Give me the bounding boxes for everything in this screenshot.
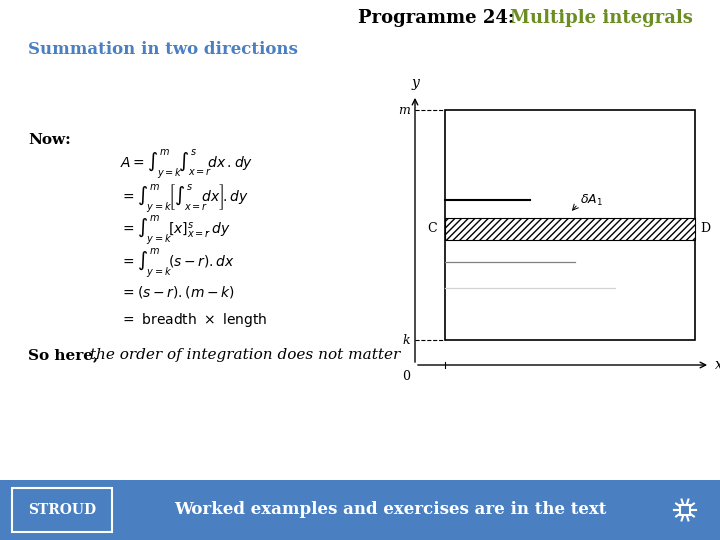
Bar — [445, 218, 695, 240]
Text: m: m — [398, 104, 410, 117]
Text: D: D — [700, 222, 710, 235]
Text: y: y — [411, 76, 419, 90]
Text: Worked examples and exercises are in the text: Worked examples and exercises are in the… — [174, 502, 606, 518]
Bar — [680, 505, 690, 515]
Text: $\delta A_1$: $\delta A_1$ — [580, 192, 603, 207]
Text: Programme 24:: Programme 24: — [358, 9, 527, 27]
Text: STROUD: STROUD — [28, 503, 96, 517]
Bar — [12, 488, 112, 532]
Text: Multiple integrals: Multiple integrals — [510, 9, 693, 27]
Text: $A = \int_{y=k}^{m}\!\int_{x=r}^{s}\!dx\,.dy$: $A = \int_{y=k}^{m}\!\int_{x=r}^{s}\!dx\… — [120, 149, 253, 181]
Text: $= \int_{y=k}^{m}\!\left[x\right]_{x=r}^{s}\!\!.dy$: $= \int_{y=k}^{m}\!\left[x\right]_{x=r}^… — [120, 215, 231, 247]
Bar — [445, 110, 695, 340]
Text: $=\ \mathrm{breadth}\ \times\ \mathrm{length}$: $=\ \mathrm{breadth}\ \times\ \mathrm{le… — [120, 311, 267, 329]
Text: C: C — [428, 222, 437, 235]
Text: x: x — [715, 358, 720, 372]
Text: $= \int_{y=k}^{m}\!(s-r).dx$: $= \int_{y=k}^{m}\!(s-r).dx$ — [120, 248, 235, 280]
Text: $= \int_{y=k}^{m}\!\left[\int_{x=r}^{s}\!\!dx\right]\!.dy$: $= \int_{y=k}^{m}\!\left[\int_{x=r}^{s}\… — [120, 182, 248, 214]
Bar — [0, 480, 720, 540]
Text: k: k — [402, 334, 410, 347]
Text: Summation in two directions: Summation in two directions — [28, 42, 298, 58]
Text: 0: 0 — [402, 370, 410, 383]
Text: the order of integration does not matter: the order of integration does not matter — [85, 348, 400, 362]
Text: $= (s-r).(m-k)$: $= (s-r).(m-k)$ — [120, 284, 235, 300]
Text: So here,: So here, — [28, 348, 99, 362]
Text: Now:: Now: — [28, 133, 71, 147]
